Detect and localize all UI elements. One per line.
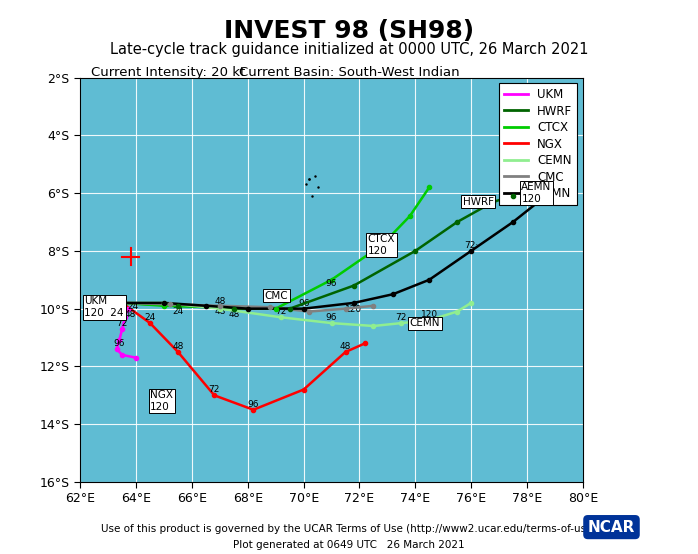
Text: 120: 120: [346, 305, 362, 314]
Text: 24: 24: [144, 313, 156, 322]
Text: 96: 96: [326, 313, 337, 322]
Text: Use of this product is governed by the UCAR Terms of Use (http://www2.ucar.edu/t: Use of this product is governed by the U…: [101, 524, 597, 534]
Text: AEMN
120: AEMN 120: [521, 182, 551, 204]
Text: 48: 48: [125, 310, 136, 319]
Text: 48: 48: [340, 342, 351, 351]
Text: CMC: CMC: [265, 291, 288, 301]
Text: NCAR: NCAR: [588, 520, 635, 535]
Text: 96: 96: [114, 339, 125, 348]
Text: UKM
120  24: UKM 120 24: [84, 296, 124, 318]
Text: NGX
120: NGX 120: [150, 391, 173, 412]
Text: Current Intensity: 20 kt: Current Intensity: 20 kt: [91, 66, 245, 79]
Text: CTCX
120: CTCX 120: [368, 234, 395, 256]
Text: 72·: 72·: [464, 241, 478, 250]
Text: 48: 48: [172, 342, 184, 351]
Text: 72: 72: [396, 313, 407, 322]
Text: 72: 72: [209, 386, 220, 394]
Text: 24: 24: [128, 302, 139, 311]
Text: 48: 48: [214, 297, 225, 306]
Text: 72: 72: [276, 307, 287, 316]
Text: INVEST 98 (SH98): INVEST 98 (SH98): [224, 19, 474, 43]
Text: Current Basin: South-West Indian: Current Basin: South-West Indian: [239, 66, 459, 79]
Text: 120: 120: [373, 244, 390, 253]
Text: CEMN: CEMN: [410, 318, 440, 328]
Text: Plot generated at 0649 UTC   26 March 2021: Plot generated at 0649 UTC 26 March 2021: [233, 540, 465, 550]
Text: 48: 48: [214, 307, 225, 316]
Text: 48: 48: [228, 310, 239, 319]
Text: 72: 72: [117, 319, 128, 328]
Text: 96: 96: [326, 279, 337, 288]
Text: Late-cycle track guidance initialized at 0000 UTC, 26 March 2021: Late-cycle track guidance initialized at…: [110, 42, 588, 57]
Text: 120: 120: [421, 310, 438, 319]
Text: 96: 96: [248, 400, 259, 409]
Text: 96: 96: [298, 299, 309, 308]
Text: HWRF: HWRF: [463, 197, 493, 207]
Legend: UKM, HWRF, CTCX, NGX, CEMN, CMC, AEMN: UKM, HWRF, CTCX, NGX, CEMN, CMC, AEMN: [499, 84, 577, 205]
Text: 24: 24: [172, 307, 184, 316]
